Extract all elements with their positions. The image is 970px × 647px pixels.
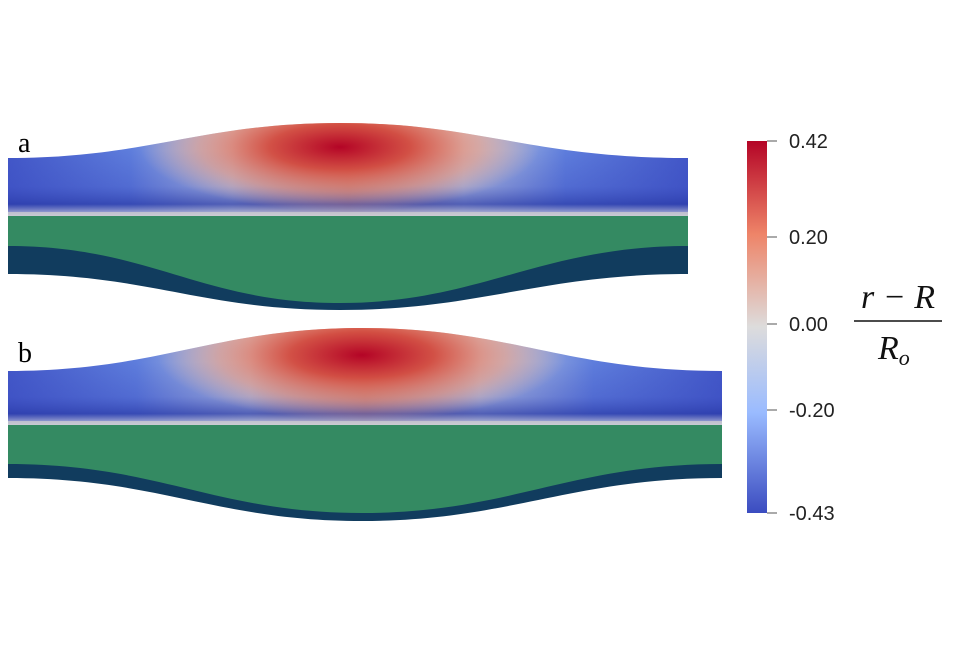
colorbar-tick-label: 0.20	[789, 227, 828, 249]
panel-a-middle-layer	[8, 216, 688, 303]
panel-b-label: b	[18, 338, 32, 369]
colorbar-tick-label-max: 0.42	[789, 131, 828, 153]
panel-a: a	[8, 123, 688, 310]
colorbar-tick-label: -0.20	[789, 400, 835, 422]
panel-a-label: a	[18, 128, 31, 159]
panel-a-field-layer	[8, 123, 688, 216]
colorbar-title-denominator-main: R	[877, 330, 899, 367]
colorbar-title: r − R Ro	[854, 279, 942, 370]
colorbar-tick-label: 0.00	[789, 314, 828, 336]
colorbar-title-numerator: r − R	[861, 279, 935, 316]
colorbar-title-denominator: Ro	[877, 330, 910, 370]
colorbar: 0.42 0.20 0.00 -0.20 -0.43 r − R Ro	[747, 131, 942, 525]
colorbar-tick-label-min: -0.43	[789, 503, 835, 525]
colorbar-title-denominator-sub: o	[899, 345, 910, 370]
panel-b: b	[8, 328, 722, 521]
colorbar-ticks	[767, 140, 777, 514]
panel-b-middle-layer	[8, 425, 722, 513]
colorbar-scale	[747, 141, 767, 513]
panel-b-field-layer	[8, 328, 722, 425]
